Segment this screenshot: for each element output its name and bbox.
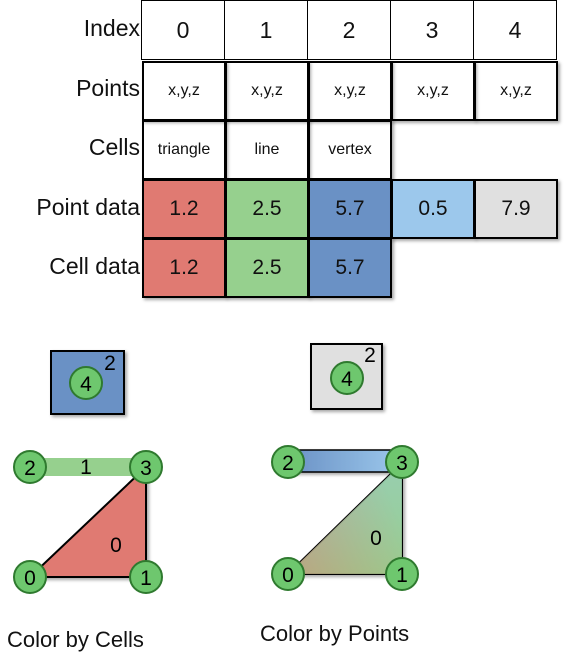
point-node-0 bbox=[271, 557, 305, 591]
point-node-1 bbox=[385, 557, 419, 591]
point-label: 0 bbox=[24, 567, 36, 590]
line-cell bbox=[287, 449, 403, 473]
row-label-point-data: Point data bbox=[36, 194, 140, 220]
point-data-cell: 0.5 bbox=[391, 179, 475, 239]
line-cell-label: 1 bbox=[80, 456, 92, 479]
point-label: 1 bbox=[140, 567, 152, 590]
point-data-cell: 1.2 bbox=[142, 179, 226, 239]
point-label: 3 bbox=[140, 457, 152, 480]
point-data-cell: 5.7 bbox=[308, 179, 392, 239]
cell-data-cell: 5.7 bbox=[308, 238, 392, 298]
point-label: 1 bbox=[396, 564, 408, 587]
vertex-point-node bbox=[69, 366, 103, 400]
point-cell: x,y,z bbox=[474, 61, 558, 121]
row-label-cell-data: Cell data bbox=[49, 253, 140, 279]
point-label: 2 bbox=[24, 457, 36, 480]
point-node-1 bbox=[129, 560, 163, 594]
row-label-index: Index bbox=[83, 15, 140, 41]
point-node-3 bbox=[385, 445, 419, 479]
point-label: 2 bbox=[282, 452, 294, 475]
point-node-2 bbox=[13, 450, 47, 484]
point-label: 0 bbox=[282, 564, 294, 587]
point-label: 3 bbox=[396, 452, 408, 475]
caption-color-by-cells: Color by Cells bbox=[7, 627, 144, 652]
point-node-3 bbox=[129, 450, 163, 484]
caption-color-by-points: Color by Points bbox=[260, 621, 410, 646]
row-label-points: Points bbox=[76, 75, 140, 101]
vertex-point-label: 4 bbox=[80, 373, 92, 396]
triangle-gradient-overlay bbox=[288, 463, 402, 574]
row-label-cells: Cells bbox=[88, 134, 140, 160]
vertex-cell-label: 2 bbox=[104, 352, 116, 375]
index-cell: 4 bbox=[473, 0, 557, 60]
point-data-cell: 7.9 bbox=[474, 179, 558, 239]
vertex-cell-label: 2 bbox=[364, 344, 376, 367]
triangle-cell-label: 0 bbox=[370, 527, 382, 550]
point-node-2 bbox=[271, 445, 305, 479]
point-node-0 bbox=[13, 560, 47, 594]
vertex-point-node bbox=[330, 361, 364, 395]
triangle-cell-label: 0 bbox=[110, 534, 122, 557]
line-cell bbox=[30, 458, 145, 476]
triangle-cell bbox=[27, 464, 147, 578]
vertex-point-label: 4 bbox=[341, 368, 353, 391]
